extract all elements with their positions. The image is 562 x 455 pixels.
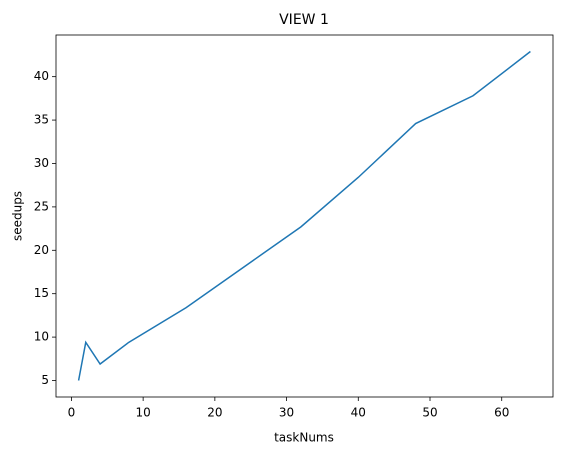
- line: [77, 50, 531, 381]
- y-tick-label: 30: [34, 156, 49, 170]
- plot-frame: [55, 34, 554, 398]
- x-axis-label: taskNums: [274, 431, 334, 445]
- y-tick-label: 20: [34, 243, 49, 257]
- x-tick-label: 50: [422, 406, 437, 420]
- y-tick-label: 40: [34, 69, 49, 83]
- x-tick-label: 60: [494, 406, 509, 420]
- x-tick-label: 0: [68, 406, 76, 420]
- chart-title: VIEW 1: [279, 12, 329, 28]
- y-tick-label: 10: [34, 330, 49, 344]
- y-tick-label: 35: [34, 113, 49, 127]
- y-tick-label: 25: [34, 199, 49, 213]
- y-axis-label: seedups: [11, 191, 25, 241]
- x-tick-label: 30: [279, 406, 294, 420]
- x-tick-label: 10: [135, 406, 150, 420]
- y-tick-label: 5: [41, 373, 49, 387]
- x-tick-label: 40: [351, 406, 366, 420]
- y-tick-label: 15: [34, 286, 49, 300]
- x-tick-label: 20: [207, 406, 222, 420]
